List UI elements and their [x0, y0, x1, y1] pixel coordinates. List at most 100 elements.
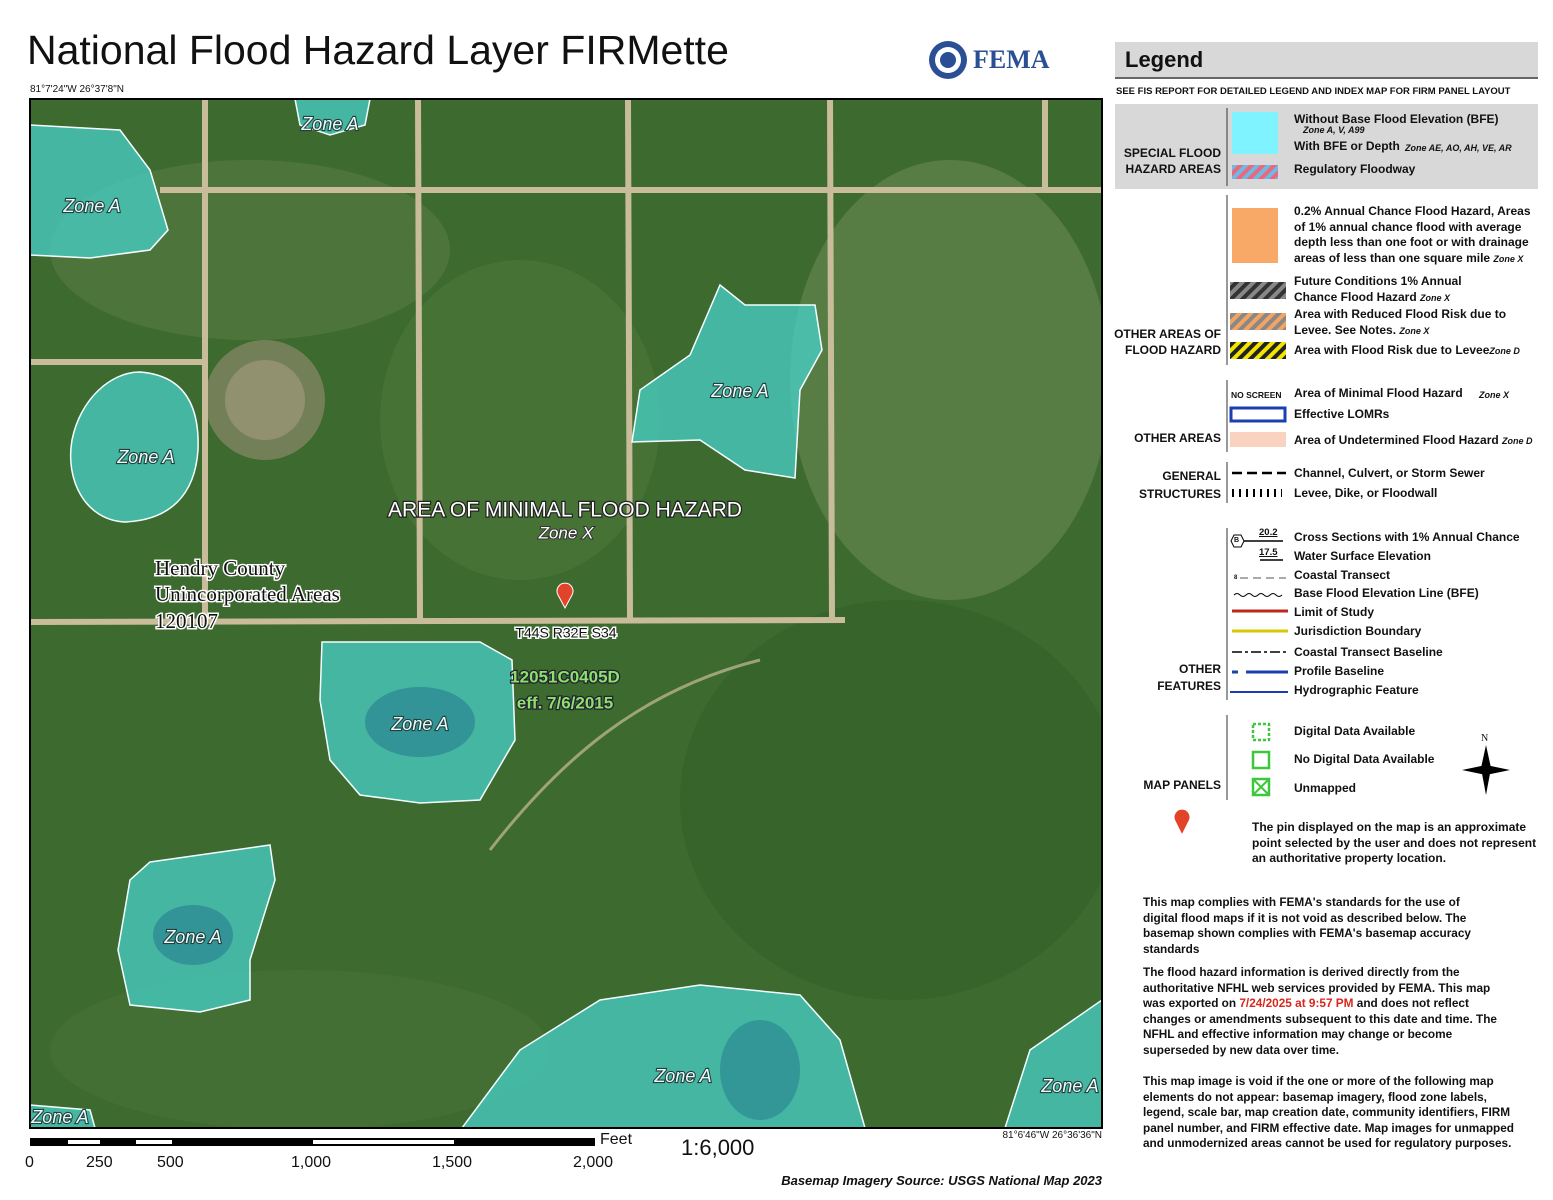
legend-item: Future Conditions 1% Annual Chance Flood…	[1294, 274, 1474, 306]
legend-item-text: 0.2% Annual Chance Flood Hazard, Areas o…	[1294, 204, 1531, 265]
export-date: 7/24/2025 at 9:57 PM	[1239, 996, 1354, 1011]
zone-note: Zone AE, AO, AH, VE, AR	[1405, 143, 1512, 153]
pin-note: The pin displayed on the map is an appro…	[1252, 820, 1537, 865]
coords-top-left: 81°7'24"W 26°37'8"N	[30, 84, 124, 95]
section-label: T44S R32E S34	[515, 625, 616, 641]
legend-item: Coastal Transect Baseline	[1294, 645, 1443, 659]
zone-label: Zone A	[116, 447, 174, 467]
legend-item: Without Base Flood Elevation (BFE)	[1294, 112, 1499, 126]
legend-item: No Digital Data Available	[1294, 752, 1435, 766]
scale-segment	[313, 1140, 454, 1144]
community-id: 120107	[155, 609, 218, 633]
area-label: AREA OF MINIMAL FLOOD HAZARD	[388, 499, 742, 522]
legend-item: Hydrographic Feature	[1294, 683, 1419, 697]
coords-bottom-right: 81°6'46"W 26°36'36"N	[1002, 1130, 1102, 1141]
legend-item: Digital Data Available	[1294, 724, 1416, 738]
legend-item: Regulatory Floodway	[1294, 162, 1416, 176]
scale-unit: Feet	[600, 1131, 633, 1148]
special-hazard-box	[1115, 104, 1538, 189]
legend-item-text: Area with Flood Risk due to Levee	[1294, 343, 1490, 357]
map-frame	[29, 98, 1103, 1129]
legend-item-text: Future Conditions 1% Annual Chance Flood…	[1294, 274, 1462, 304]
scale-tick: 2,000	[573, 1154, 614, 1171]
agency-name: FEMA	[973, 45, 1050, 74]
legend-item: Unmapped	[1294, 781, 1357, 795]
zone-label: Zone A	[163, 927, 221, 947]
legend-swatches	[1229, 112, 1288, 797]
zone-label: Zone A	[30, 1107, 88, 1127]
legend-item: 0.2% Annual Chance Flood Hazard, Areas o…	[1294, 204, 1540, 267]
compliance-note: This map complies with FEMA's standards …	[1143, 895, 1471, 956]
legend-item: Water Surface Elevation	[1294, 549, 1431, 563]
north-label: N	[1481, 733, 1489, 744]
scale-tick: 1,000	[291, 1154, 332, 1171]
zone-label: Zone A	[1040, 1076, 1098, 1096]
void-note: This map image is void if the one or mor…	[1143, 1074, 1515, 1151]
scale-tick: 0	[25, 1154, 34, 1171]
swatch-label: 20.2	[1259, 527, 1278, 538]
zone-labels: Zone A Zone A Zone A Zone A Zone A Zone …	[29, 113, 1100, 1128]
zone-note: Zone X	[1399, 325, 1430, 336]
area-zone: Zone X	[538, 523, 594, 542]
legend-item-text: Area of Undetermined Flood Hazard	[1294, 433, 1499, 447]
community-label: Hendry County Unincorporated Areas 12010…	[154, 555, 342, 635]
legend-item: Profile Baseline	[1294, 664, 1385, 678]
scale-ratio: 1:6,000	[681, 1135, 755, 1160]
legend-item: Area of Undetermined Flood Hazard Zone D	[1294, 433, 1533, 450]
export-text: The flood hazard information is derived …	[1143, 965, 1491, 1011]
fema-seal	[940, 52, 956, 68]
zone-note: Zone D	[1489, 346, 1520, 356]
north-arrow	[1462, 745, 1510, 795]
scale-tick: 1,500	[432, 1154, 473, 1171]
section-label: OTHER AREAS	[1134, 431, 1221, 445]
legend-title: Legend	[1125, 47, 1204, 72]
legend-item: Base Flood Elevation Line (BFE)	[1294, 586, 1479, 600]
legend-item: Levee, Dike, or Floodwall	[1294, 486, 1438, 500]
section-label: MAP PANELS	[1143, 778, 1221, 792]
legend-item: Coastal Transect	[1294, 568, 1391, 582]
zone-label: Zone A	[653, 1066, 711, 1086]
imagery-source: Basemap Imagery Source: USGS National Ma…	[781, 1173, 1102, 1188]
section-label: OTHER FEATURES	[1157, 662, 1221, 693]
scale-bar	[30, 1138, 595, 1146]
map-imagery	[30, 99, 1102, 1128]
zone-label: Zone A	[710, 381, 768, 401]
zone-label: Zone A	[300, 114, 358, 134]
scale-tick: 250	[86, 1154, 113, 1171]
legend-pin	[1173, 808, 1191, 837]
zone-label: Zone A	[62, 196, 120, 216]
legend-item-text: Area with Reduced Flood Risk due to Leve…	[1294, 307, 1507, 337]
section-label: GENERAL STRUCTURES	[1138, 469, 1221, 501]
zone-note: Zone X	[1479, 390, 1510, 400]
swatch-label: 8	[1234, 575, 1238, 581]
scale-segment	[30, 1138, 595, 1146]
community-area: Unincorporated Areas	[155, 582, 340, 606]
panel-effective: eff. 7/6/2015	[517, 693, 613, 712]
swatch-label: B	[1234, 537, 1240, 544]
location-pin	[556, 582, 574, 610]
community-name: Hendry County	[155, 556, 286, 580]
zone-note: Zone A, V, A99	[1303, 125, 1365, 135]
legend-item: Effective LOMRs	[1294, 407, 1390, 421]
page-title: National Flood Hazard Layer FIRMette	[27, 27, 729, 73]
legend-item: Limit of Study	[1294, 605, 1374, 619]
scale-segment	[68, 1140, 100, 1144]
legend-item: Cross Sections with 1% Annual Chance	[1294, 530, 1520, 544]
scale-tick: 500	[157, 1154, 184, 1171]
swatch-label: 17.5	[1259, 547, 1278, 558]
scale-segment	[136, 1140, 172, 1144]
legend-item: Area with Reduced Flood Risk due to Leve…	[1294, 307, 1524, 339]
legend-item: Area of Minimal Flood Hazard	[1294, 386, 1463, 400]
legend-item: Area with Flood Risk due to LeveeZone D	[1294, 343, 1520, 360]
export-text: and does not reflect changes or amendmen…	[1143, 996, 1497, 1057]
zone-label: Zone A	[390, 714, 448, 734]
zone-note: Zone X	[1420, 292, 1451, 303]
section-label: OTHER AREAS OF FLOOD HAZARD	[1114, 327, 1221, 357]
zone-note: Zone D	[1502, 436, 1533, 446]
legend-note: SEE FIS REPORT FOR DETAILED LEGEND AND I…	[1116, 86, 1511, 97]
zone-note: Zone X	[1493, 253, 1524, 264]
legend-item: Channel, Culvert, or Storm Sewer	[1294, 466, 1485, 480]
export-note: The flood hazard information is derived …	[1143, 965, 1513, 1059]
